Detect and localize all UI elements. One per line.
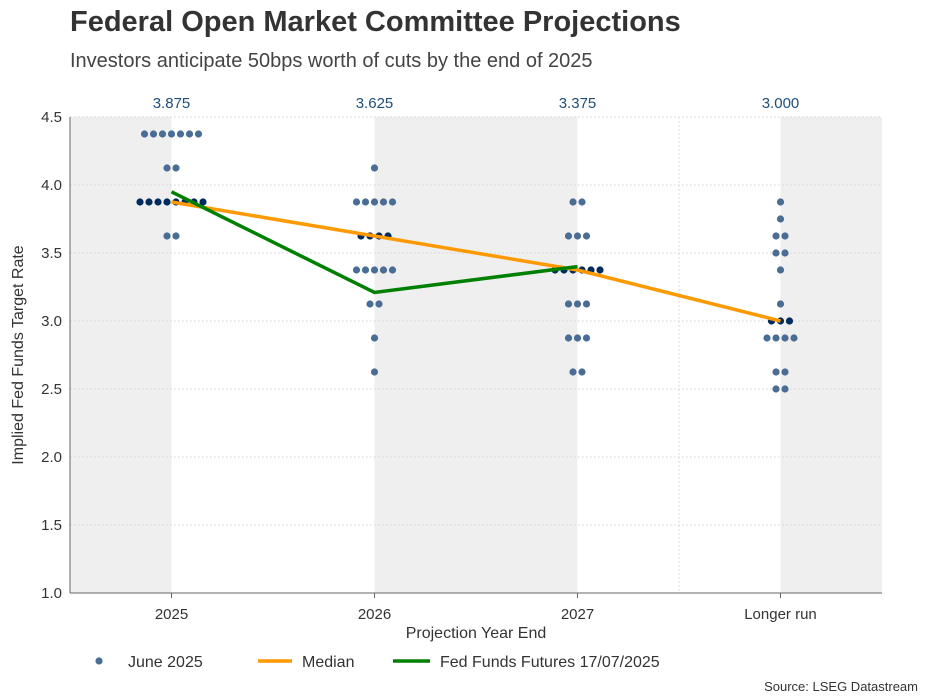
dot-point <box>379 266 388 274</box>
dot-point <box>361 266 370 274</box>
dot-point <box>772 368 780 376</box>
dot-point <box>172 164 180 172</box>
dot-point <box>790 334 798 342</box>
dot-point <box>569 368 577 376</box>
median-label: 3.875 <box>153 95 191 112</box>
median-label: 3.000 <box>762 95 800 112</box>
legend-dot-marker <box>95 657 103 665</box>
dot-point <box>154 198 162 206</box>
dot-point <box>379 198 388 206</box>
dot-point <box>564 232 573 240</box>
dot-point <box>167 130 176 138</box>
dot-point <box>388 198 397 206</box>
dot-point <box>573 232 582 240</box>
dot-point <box>185 130 194 138</box>
legend-label: Median <box>302 654 354 671</box>
dot-point <box>582 300 591 308</box>
background-band <box>374 117 578 593</box>
dot-point <box>781 249 789 257</box>
dot-point <box>370 368 379 376</box>
source-note: Source: LSEG Datastream <box>764 679 918 694</box>
dot-point <box>776 300 785 308</box>
dot-point <box>136 198 144 206</box>
dot-point <box>370 198 379 206</box>
x-tick-label: 2027 <box>561 606 594 623</box>
dot-point <box>569 198 577 206</box>
y-tick-label: 3.0 <box>41 313 62 330</box>
y-tick-label: 1.5 <box>41 517 62 534</box>
dot-point <box>772 249 780 257</box>
dot-point <box>194 130 203 138</box>
dot-point <box>366 300 374 308</box>
y-axis-label: Implied Fed Funds Target Rate <box>10 245 27 464</box>
dot-point <box>578 198 586 206</box>
x-axis-label: Projection Year End <box>406 625 547 642</box>
dot-point <box>140 130 149 138</box>
dot-point <box>370 164 379 172</box>
legend-label: Fed Funds Futures 17/07/2025 <box>440 654 660 671</box>
background-band <box>780 117 882 593</box>
y-tick-label: 2.5 <box>41 381 62 398</box>
dot-point <box>781 368 789 376</box>
dot-point <box>776 198 785 206</box>
dot-point <box>145 198 153 206</box>
legend-label: June 2025 <box>128 654 203 671</box>
dot-point <box>158 130 167 138</box>
dot-point <box>776 215 785 223</box>
dot-point <box>582 334 591 342</box>
chart-subtitle: Investors anticipate 50bps worth of cuts… <box>70 50 593 72</box>
y-tick-label: 4.0 <box>41 177 62 194</box>
dot-point <box>352 198 361 206</box>
x-tick-label: 2025 <box>155 606 188 623</box>
dot-point <box>176 130 185 138</box>
dot-point <box>785 317 794 325</box>
x-tick-label: 2026 <box>358 606 391 623</box>
y-tick-label: 2.0 <box>41 449 62 466</box>
dot-point <box>781 385 789 393</box>
dot-point <box>149 130 158 138</box>
chart-title: Federal Open Market Committee Projection… <box>70 6 681 38</box>
median-label: 3.625 <box>356 95 394 112</box>
dot-point <box>573 300 582 308</box>
x-tick-label: Longer run <box>744 606 817 623</box>
dot-point <box>163 164 171 172</box>
dot-point <box>772 334 780 342</box>
y-tick-label: 3.5 <box>41 245 62 262</box>
dot-point <box>578 368 586 376</box>
dot-point <box>163 232 171 240</box>
dot-point <box>776 266 785 274</box>
median-line <box>171 200 781 323</box>
dot-point <box>596 266 604 274</box>
dot-point <box>772 232 780 240</box>
dot-point <box>564 300 573 308</box>
dot-point <box>763 334 771 342</box>
dot-point <box>388 266 397 274</box>
y-tick-label: 4.5 <box>41 109 62 126</box>
dot-point <box>172 232 180 240</box>
dot-point <box>781 232 789 240</box>
dot-point <box>582 232 591 240</box>
dot-point <box>573 334 582 342</box>
y-tick-label: 1.0 <box>41 585 62 602</box>
dot-point <box>564 334 573 342</box>
dot-point <box>772 385 780 393</box>
dot-point <box>375 300 383 308</box>
dot-point <box>370 266 379 274</box>
dot-point <box>352 266 361 274</box>
dot-point <box>199 198 207 206</box>
dot-point <box>163 198 171 206</box>
dot-point <box>781 334 789 342</box>
median-label: 3.375 <box>559 95 597 112</box>
background-band <box>70 117 172 593</box>
dot-point <box>370 334 379 342</box>
futures-line <box>170 190 578 295</box>
dot-point <box>361 198 370 206</box>
